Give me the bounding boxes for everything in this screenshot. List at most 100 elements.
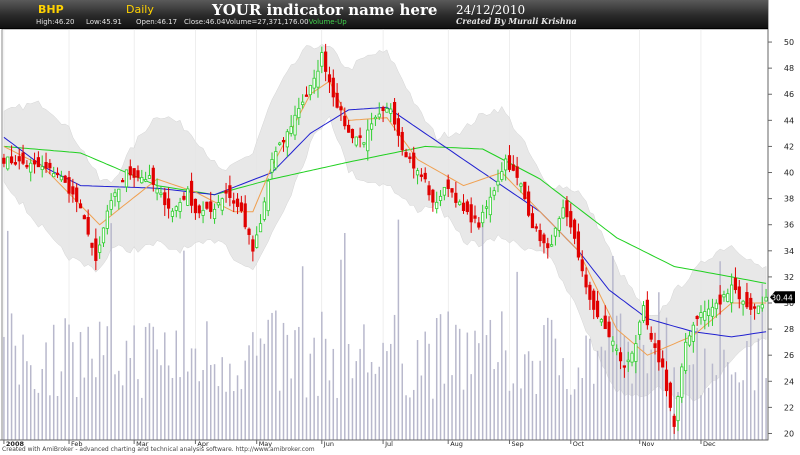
x-tick-label: Nov xyxy=(642,440,655,448)
candle-body xyxy=(25,164,29,168)
candle-body xyxy=(565,200,569,218)
candle-body xyxy=(124,169,129,188)
candle-body xyxy=(534,226,538,229)
candle-body xyxy=(542,234,546,244)
candle-body xyxy=(507,155,512,170)
candle-body xyxy=(32,160,37,165)
candle-body xyxy=(645,299,649,326)
candle-body xyxy=(523,181,527,200)
candle-body xyxy=(408,156,412,159)
candle-body xyxy=(52,173,56,178)
candle-body xyxy=(17,156,21,162)
candle-body xyxy=(396,118,401,136)
candle-body xyxy=(189,180,194,206)
candle-body xyxy=(595,300,600,318)
x-tick-label: Jun xyxy=(323,440,334,448)
candle-body xyxy=(496,180,500,186)
candle-body xyxy=(641,305,646,322)
candle-body xyxy=(756,305,761,314)
candle-body xyxy=(212,208,217,220)
candle-body xyxy=(714,302,718,310)
close-volume-value: Close:46.04Volume=27,371,176.00Volume-Up xyxy=(184,18,347,26)
candle-body xyxy=(354,136,358,146)
x-tick-label: Dec xyxy=(703,440,716,448)
y-tick-label: 32 xyxy=(784,273,794,282)
candle-body xyxy=(454,192,458,203)
candle-body xyxy=(423,172,427,180)
candle-body xyxy=(473,215,477,219)
candle-body xyxy=(197,205,201,214)
candle-body xyxy=(707,308,711,317)
candle-body xyxy=(113,192,117,197)
candle-body xyxy=(446,179,450,189)
candle-body xyxy=(174,206,178,211)
x-tick-label: Aug xyxy=(450,440,463,448)
candle-body xyxy=(224,190,228,194)
candle-body xyxy=(661,358,665,368)
date-label: 24/12/2010 xyxy=(456,3,526,17)
candle-body xyxy=(105,210,109,229)
candle-body xyxy=(515,166,519,178)
candle-body xyxy=(304,94,309,97)
candle-body xyxy=(147,175,152,179)
last-price-marker: 30.44 xyxy=(770,291,795,304)
candle-body xyxy=(749,297,753,310)
candle-body xyxy=(258,223,263,233)
last-price-label: 30.44 xyxy=(771,293,793,302)
candle-body xyxy=(431,189,435,203)
candle-body xyxy=(458,201,462,206)
candle-body xyxy=(691,324,695,342)
candle-body xyxy=(159,192,163,195)
candle-body xyxy=(320,52,324,67)
y-tick-label: 22 xyxy=(784,403,794,412)
candle-body xyxy=(504,158,508,171)
candle-body xyxy=(347,124,351,133)
candle-body xyxy=(128,166,132,176)
candle-body xyxy=(465,201,469,213)
candle-body xyxy=(584,274,588,288)
candle-body xyxy=(232,200,236,204)
candle-body xyxy=(48,162,52,169)
candle-body xyxy=(626,359,630,363)
candle-body xyxy=(722,294,726,298)
candle-body xyxy=(561,207,565,219)
candle-body xyxy=(255,234,259,248)
candle-body xyxy=(36,157,40,168)
candle-body xyxy=(741,300,745,305)
candle-body xyxy=(301,101,305,106)
candle-body xyxy=(55,172,60,176)
candle-body xyxy=(500,171,504,180)
y-tick-label: 42 xyxy=(784,142,794,151)
candle-body xyxy=(400,131,404,151)
candle-body xyxy=(733,277,738,291)
candle-body xyxy=(2,157,6,164)
candle-body xyxy=(239,202,243,212)
y-axis: 20 22 24 26 28 30 32 34 36 38 40 42 44 46 48 50 xyxy=(767,0,794,440)
candle-body xyxy=(385,108,389,113)
candle-body xyxy=(155,188,159,194)
candle-body xyxy=(262,201,266,220)
candle-body xyxy=(653,343,657,348)
candle-body xyxy=(668,382,672,408)
candle-body xyxy=(603,315,607,330)
candle-body xyxy=(63,175,67,183)
candle-body xyxy=(703,311,707,321)
candle-body xyxy=(389,108,393,114)
candle-body xyxy=(281,139,286,143)
x-tick-label: Oct xyxy=(573,440,585,448)
candle-body xyxy=(412,152,416,169)
candle-body xyxy=(435,201,439,210)
candle-body xyxy=(438,195,443,201)
candle-body xyxy=(312,77,316,89)
y-tick-label: 44 xyxy=(784,116,794,125)
candle-body xyxy=(538,229,542,242)
x-tick-label: Jul xyxy=(384,440,393,448)
x-tick-label: 2008 xyxy=(6,440,25,448)
candle-body xyxy=(611,340,615,346)
ticker-symbol: BHP xyxy=(38,3,64,16)
candle-body xyxy=(297,108,301,119)
candle-body xyxy=(331,77,335,98)
candle-body xyxy=(553,227,558,237)
candle-body xyxy=(461,202,466,211)
candle-body xyxy=(481,211,485,224)
